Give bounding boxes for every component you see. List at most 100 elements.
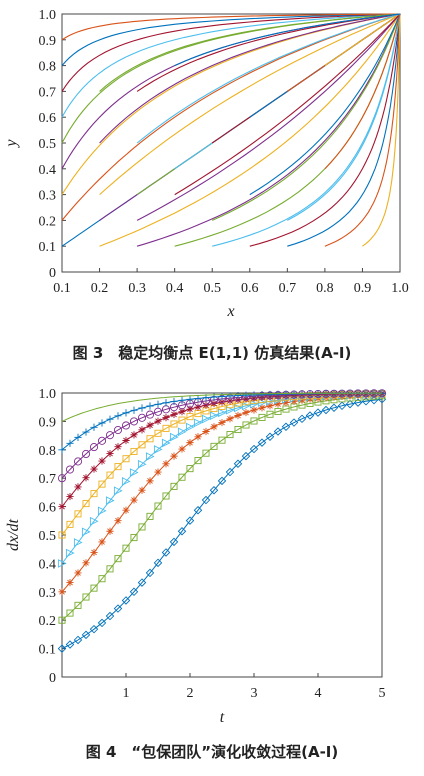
series-marker bbox=[234, 426, 242, 434]
chart-phase-portrait: 0.1 0.2 0.3 0.4 0.5 0.6 0.7 0.8 0.9 1.000.10.20.3… bbox=[3, 8, 409, 320]
x-tick-label: 0.4 bbox=[166, 281, 184, 296]
series-marker bbox=[145, 568, 155, 578]
trajectory-line bbox=[249, 14, 401, 247]
series-marker bbox=[170, 410, 178, 419]
x-tick-label: 5 bbox=[379, 686, 386, 701]
y-tick-label: 0.6 bbox=[39, 111, 57, 126]
series-marker bbox=[337, 401, 347, 411]
y-tick-label: 0.4 bbox=[39, 557, 57, 572]
series-marker bbox=[146, 402, 154, 410]
series-marker bbox=[241, 401, 251, 411]
series-marker bbox=[178, 408, 186, 416]
y-tick-label: 0.7 bbox=[39, 85, 57, 100]
series-marker bbox=[217, 408, 227, 418]
trajectory-line bbox=[287, 13, 401, 221]
series-marker bbox=[290, 397, 298, 405]
series-marker bbox=[98, 538, 106, 546]
series-marker bbox=[226, 392, 234, 400]
series-marker bbox=[201, 414, 211, 424]
x-tick-label: 0.9 bbox=[354, 281, 372, 296]
series-marker bbox=[97, 618, 107, 628]
series-marker bbox=[218, 392, 226, 401]
series-marker bbox=[186, 405, 194, 413]
series-marker bbox=[129, 417, 139, 426]
series-marker bbox=[114, 412, 122, 420]
x-tick-label: 3 bbox=[251, 686, 258, 701]
y-axis-label: dx/dt bbox=[5, 518, 22, 551]
series-marker bbox=[209, 411, 219, 421]
series-marker bbox=[153, 407, 163, 416]
trajectory-line bbox=[61, 13, 400, 92]
series-marker bbox=[345, 399, 355, 409]
series-marker bbox=[178, 445, 186, 453]
series-marker bbox=[106, 415, 114, 423]
series-marker bbox=[242, 408, 250, 417]
series-marker bbox=[138, 404, 146, 412]
series-line bbox=[61, 398, 383, 650]
series-marker bbox=[90, 423, 98, 431]
series-marker bbox=[353, 398, 363, 407]
series-marker bbox=[162, 414, 170, 422]
series-marker bbox=[170, 420, 178, 428]
series-marker bbox=[169, 537, 179, 547]
x-tick-label: 0.3 bbox=[128, 281, 146, 296]
series-marker bbox=[66, 439, 74, 447]
series-marker bbox=[154, 417, 162, 425]
series-marker bbox=[153, 445, 163, 454]
series-marker bbox=[114, 443, 122, 451]
series-marker bbox=[114, 517, 122, 525]
series-marker bbox=[282, 390, 290, 398]
series-marker bbox=[193, 505, 203, 515]
series-marker bbox=[153, 558, 163, 568]
series-marker bbox=[90, 465, 98, 473]
y-tick-label: 1.0 bbox=[39, 387, 57, 402]
series-marker bbox=[186, 413, 194, 421]
series-marker bbox=[82, 428, 90, 436]
series-marker bbox=[242, 395, 250, 403]
series-marker bbox=[145, 452, 155, 461]
series-marker bbox=[121, 596, 131, 605]
series-marker bbox=[130, 534, 138, 542]
y-tick-label: 0.7 bbox=[39, 472, 57, 487]
series-marker bbox=[89, 516, 99, 526]
series-marker bbox=[241, 451, 251, 461]
series-marker bbox=[65, 640, 75, 649]
series-marker bbox=[170, 482, 178, 490]
x-tick-label: 0.5 bbox=[203, 281, 221, 296]
series-marker bbox=[98, 457, 106, 465]
series-marker bbox=[162, 399, 170, 407]
series-marker bbox=[81, 630, 91, 640]
trajectory-line bbox=[136, 13, 401, 92]
series-marker bbox=[274, 390, 282, 398]
series-marker bbox=[57, 474, 67, 483]
series-marker bbox=[313, 408, 323, 417]
series-marker bbox=[66, 492, 74, 501]
series-marker bbox=[194, 457, 202, 465]
series-marker bbox=[257, 438, 267, 447]
series-marker bbox=[210, 423, 218, 431]
series-marker bbox=[154, 502, 162, 510]
series-marker bbox=[242, 421, 250, 429]
series-marker bbox=[154, 468, 162, 476]
chart-evolution-process: 1 2 3 4 5 0 0.1 0.2 0.3 0.4 0.5 0.6 0.7 0.8 0.9 1.0 t dx/… bbox=[5, 387, 387, 726]
series-marker bbox=[130, 406, 138, 414]
x-tick-label: 1 bbox=[123, 686, 130, 701]
series-marker bbox=[178, 416, 186, 424]
series-marker bbox=[226, 397, 234, 405]
series-marker bbox=[161, 438, 171, 448]
series-marker bbox=[217, 476, 227, 486]
series-marker bbox=[250, 417, 258, 425]
trajectory-line bbox=[61, 13, 400, 118]
series-marker bbox=[250, 391, 258, 399]
series-marker bbox=[209, 485, 219, 495]
series-marker bbox=[82, 559, 90, 567]
series-marker bbox=[234, 411, 242, 420]
series-marker bbox=[74, 433, 82, 441]
series-marker bbox=[154, 429, 162, 437]
series-marker bbox=[137, 413, 147, 422]
series-marker bbox=[113, 604, 123, 613]
series-marker bbox=[130, 496, 138, 504]
series-marker bbox=[194, 394, 202, 403]
y-tick-label: 0.1 bbox=[39, 240, 57, 255]
y-tick-label: 0 bbox=[49, 266, 56, 281]
